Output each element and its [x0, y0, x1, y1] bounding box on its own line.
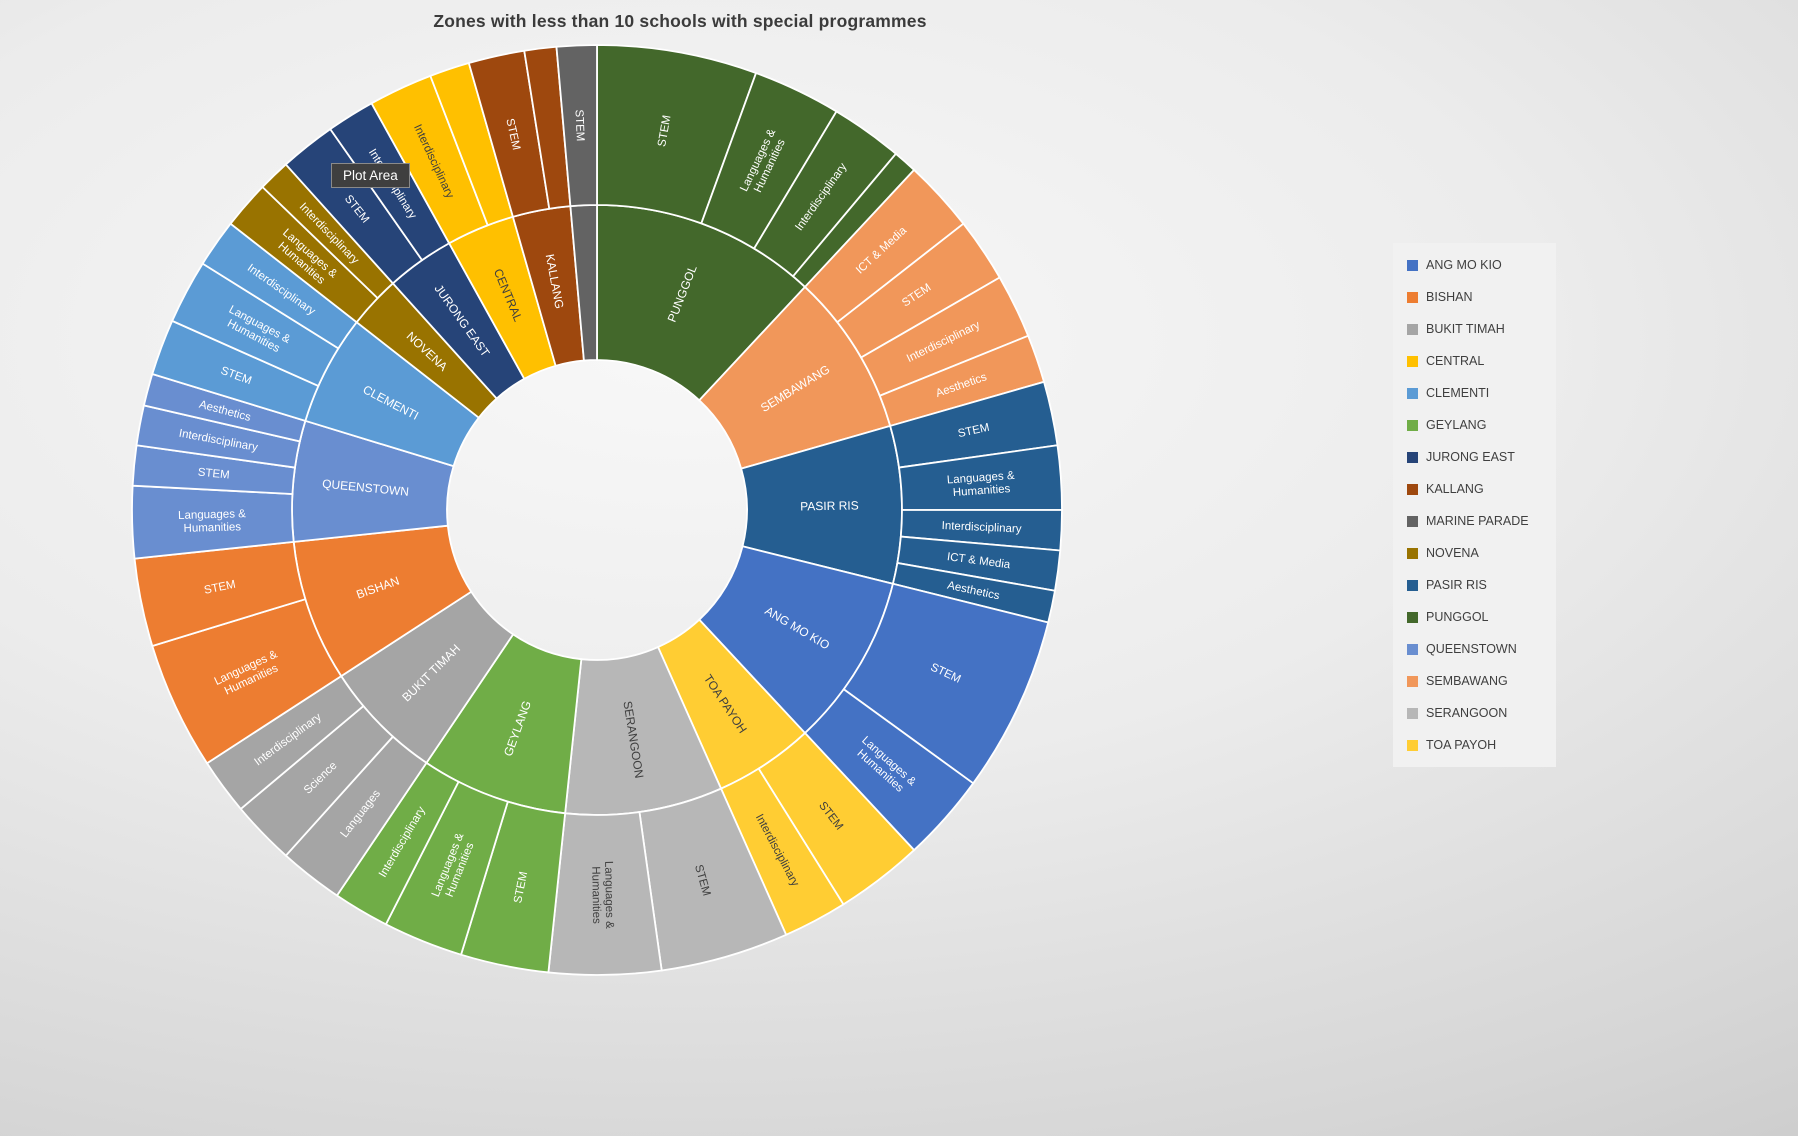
legend-label: BUKIT TIMAH — [1426, 322, 1505, 336]
legend-item-kallang[interactable]: KALLANG — [1393, 473, 1556, 505]
legend-item-ang-mo-kio[interactable]: ANG MO KIO — [1393, 249, 1556, 281]
legend-label: KALLANG — [1426, 482, 1484, 496]
legend-swatch — [1407, 707, 1418, 719]
legend-swatch — [1407, 483, 1418, 495]
legend-item-sembawang[interactable]: SEMBAWANG — [1393, 665, 1556, 697]
legend-label: ANG MO KIO — [1426, 258, 1502, 272]
legend-label: MARINE PARADE — [1426, 514, 1529, 528]
legend-swatch — [1407, 643, 1418, 655]
legend-swatch — [1407, 323, 1418, 335]
legend-label: TOA PAYOH — [1426, 738, 1497, 752]
legend-label: SEMBAWANG — [1426, 674, 1508, 688]
legend-swatch — [1407, 259, 1418, 271]
legend-swatch — [1407, 579, 1418, 591]
legend-label: GEYLANG — [1426, 418, 1487, 432]
legend-label: SERANGOON — [1426, 706, 1508, 720]
legend-item-central[interactable]: CENTRAL — [1393, 345, 1556, 377]
legend-item-queenstown[interactable]: QUEENSTOWN — [1393, 633, 1556, 665]
legend-swatch — [1407, 515, 1418, 527]
legend-swatch — [1407, 387, 1418, 399]
legend-item-geylang[interactable]: GEYLANG — [1393, 409, 1556, 441]
legend-item-jurong-east[interactable]: JURONG EAST — [1393, 441, 1556, 473]
legend-item-toa-payoh[interactable]: TOA PAYOH — [1393, 729, 1556, 761]
legend-label: NOVENA — [1426, 546, 1479, 560]
legend-label: CENTRAL — [1426, 354, 1485, 368]
segment-marine-parade-stem[interactable] — [555, 44, 598, 208]
legend-swatch — [1407, 547, 1418, 559]
legend-swatch — [1407, 451, 1418, 463]
legend-swatch — [1407, 739, 1418, 751]
legend: ANG MO KIO BISHAN BUKIT TIMAH CENTRAL CLEMEN… — [1393, 243, 1556, 767]
legend-swatch — [1407, 675, 1418, 687]
plot-area-tooltip: Plot Area — [331, 163, 410, 188]
legend-label: PASIR RIS — [1426, 578, 1487, 592]
legend-item-pasir-ris[interactable]: PASIR RIS — [1393, 569, 1556, 601]
legend-label: CLEMENTI — [1426, 386, 1490, 400]
legend-label: QUEENSTOWN — [1426, 642, 1517, 656]
legend-item-bishan[interactable]: BISHAN — [1393, 281, 1556, 313]
legend-label: JURONG EAST — [1426, 450, 1515, 464]
legend-swatch — [1407, 419, 1418, 431]
legend-item-novena[interactable]: NOVENA — [1393, 537, 1556, 569]
legend-item-punggol[interactable]: PUNGGOL — [1393, 601, 1556, 633]
legend-swatch — [1407, 611, 1418, 623]
legend-item-marine-parade[interactable]: MARINE PARADE — [1393, 505, 1556, 537]
legend-label: BISHAN — [1426, 290, 1473, 304]
legend-label: PUNGGOL — [1426, 610, 1489, 624]
legend-item-bukit-timah[interactable]: BUKIT TIMAH — [1393, 313, 1556, 345]
legend-swatch — [1407, 291, 1418, 303]
legend-item-clementi[interactable]: CLEMENTI — [1393, 377, 1556, 409]
legend-swatch — [1407, 355, 1418, 367]
chart-title: Zones with less than 10 schools with spe… — [433, 11, 927, 31]
legend-item-serangoon[interactable]: SERANGOON — [1393, 697, 1556, 729]
